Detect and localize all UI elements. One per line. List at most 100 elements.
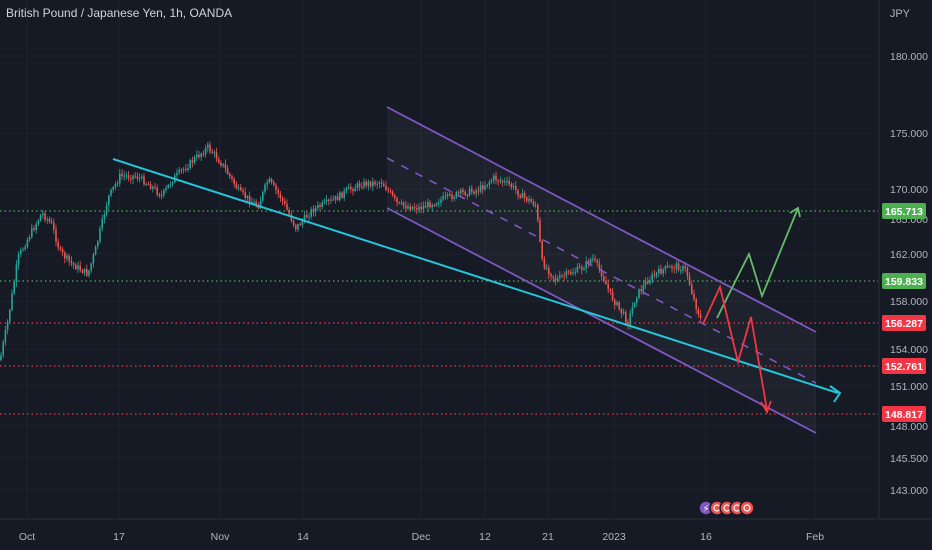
candle-body (264, 184, 266, 192)
candle-body (9, 309, 11, 322)
candle-body (435, 203, 438, 206)
time-tick-label: 2023 (602, 531, 626, 543)
candle-body (664, 266, 667, 270)
channel-median-line (386, 157, 817, 384)
candle-body (233, 178, 235, 185)
candle-body (125, 175, 128, 177)
candle-body (2, 342, 4, 355)
candle-body (218, 159, 220, 163)
grid (0, 0, 878, 518)
candle-body (581, 267, 583, 270)
candle-body (519, 195, 521, 198)
candle-body (211, 151, 213, 153)
candle-body (75, 264, 77, 270)
candle-body (638, 289, 640, 298)
candle-body (653, 274, 656, 276)
candle-body (79, 265, 81, 271)
candle-body (275, 185, 277, 191)
candle-body (550, 274, 552, 277)
price-tick-label: 148.000 (890, 421, 928, 433)
candle-body (202, 153, 205, 155)
time-tick-label: Oct (19, 531, 35, 543)
candle-body (570, 271, 572, 274)
candle-body (402, 202, 405, 206)
candle-body (308, 216, 310, 218)
candle-body (231, 176, 233, 179)
candle-body (374, 181, 376, 185)
candle-body (649, 280, 651, 284)
candle-body (515, 186, 517, 191)
candle-body (420, 206, 422, 210)
candle-body (235, 184, 238, 189)
candle-body (180, 169, 183, 171)
candle-body (301, 220, 304, 225)
bearish-projection-arrowhead (760, 400, 772, 415)
candle-body (356, 183, 359, 189)
candle-body (411, 206, 414, 210)
candle-body (376, 183, 378, 185)
price-tick-label: 151.000 (890, 381, 928, 393)
candle-body (559, 275, 561, 279)
candle-body (658, 268, 660, 273)
candle-body (365, 181, 367, 186)
time-tick-label: Dec (412, 531, 431, 543)
candle-body (171, 182, 174, 185)
candle-body (499, 180, 502, 182)
candle-body (286, 203, 288, 210)
candle-body (647, 281, 649, 284)
candle-body (229, 173, 231, 177)
candle-body (204, 148, 207, 155)
candle-body (39, 215, 42, 221)
candle-body (46, 219, 48, 221)
candle-body (554, 277, 557, 281)
candle-body (611, 291, 614, 301)
price-level-badge (882, 358, 926, 374)
candle-body (422, 205, 425, 210)
price-tick-label: 143.000 (890, 485, 928, 497)
candle-body (20, 250, 22, 255)
candle-body (136, 176, 139, 179)
candle-body (440, 199, 442, 203)
candle-body (497, 180, 499, 182)
candle-body (31, 228, 33, 238)
candle-body (484, 185, 486, 190)
price-level-badge-label: 165.713 (885, 206, 923, 218)
time-tick-label: 17 (113, 531, 125, 543)
candle-body (213, 152, 216, 154)
candle-body (22, 249, 24, 251)
candle-body (545, 267, 548, 269)
candle-body (226, 168, 229, 174)
candle-body (339, 192, 341, 201)
candle-body (565, 271, 568, 276)
candle-body (165, 187, 167, 191)
candle-body (431, 205, 433, 208)
candle-body (187, 168, 189, 170)
candle-body (409, 206, 411, 210)
price-tick-label: 162.000 (890, 249, 928, 261)
candle-body (209, 144, 211, 152)
candle-body (552, 276, 554, 278)
candle-body (57, 241, 59, 248)
price-axis: 180.000175.000170.000165.000162.000158.0… (878, 0, 928, 518)
candle-body (398, 202, 400, 204)
candle-body (26, 239, 29, 247)
candle-body (53, 222, 55, 230)
candle-body (684, 266, 686, 269)
candle-body (121, 173, 123, 176)
candle-body (273, 182, 275, 186)
candle-body (378, 182, 381, 184)
candle-body (457, 192, 460, 194)
candle-body (81, 270, 84, 273)
candle-body (479, 185, 482, 192)
candle-body (669, 266, 671, 268)
candle-body (517, 190, 519, 196)
candle-body (321, 202, 323, 207)
candle-body (629, 313, 631, 325)
candle-body (266, 182, 268, 185)
candle-body (92, 254, 95, 264)
candle-body (407, 206, 409, 209)
candle-body (114, 184, 117, 188)
candle-body (330, 199, 332, 201)
candle-body (88, 270, 90, 276)
